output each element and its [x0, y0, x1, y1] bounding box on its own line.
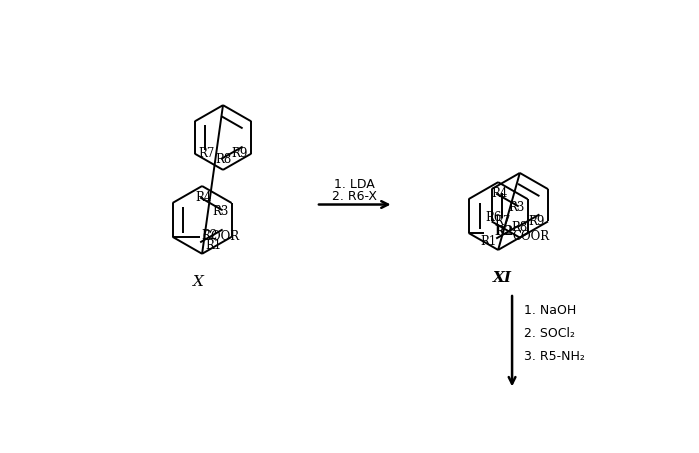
- Text: R3: R3: [212, 205, 229, 218]
- Text: R2: R2: [495, 225, 514, 238]
- Text: R9: R9: [528, 215, 545, 228]
- Text: R1: R1: [206, 239, 222, 252]
- Text: R8: R8: [215, 153, 231, 166]
- Text: 1. NaOH: 1. NaOH: [524, 304, 576, 317]
- Text: R4: R4: [491, 187, 508, 200]
- Text: COOR: COOR: [202, 230, 239, 243]
- Text: R7: R7: [198, 147, 215, 160]
- Text: R2: R2: [201, 229, 217, 242]
- Text: 3. R5-NH₂: 3. R5-NH₂: [524, 350, 584, 363]
- Text: 1. LDA: 1. LDA: [334, 178, 375, 191]
- Text: R1: R1: [480, 236, 496, 248]
- Text: R7: R7: [495, 215, 511, 228]
- Text: COOR: COOR: [513, 230, 550, 243]
- Text: R8: R8: [512, 221, 528, 234]
- Text: R3: R3: [508, 202, 524, 214]
- Text: X: X: [193, 275, 203, 289]
- Text: R6: R6: [486, 211, 502, 224]
- Text: 2. SOCl₂: 2. SOCl₂: [524, 327, 575, 340]
- Text: R4: R4: [196, 191, 212, 204]
- Text: 2. R6-X: 2. R6-X: [332, 190, 377, 203]
- Text: XI: XI: [493, 271, 512, 285]
- Text: R9: R9: [231, 147, 248, 160]
